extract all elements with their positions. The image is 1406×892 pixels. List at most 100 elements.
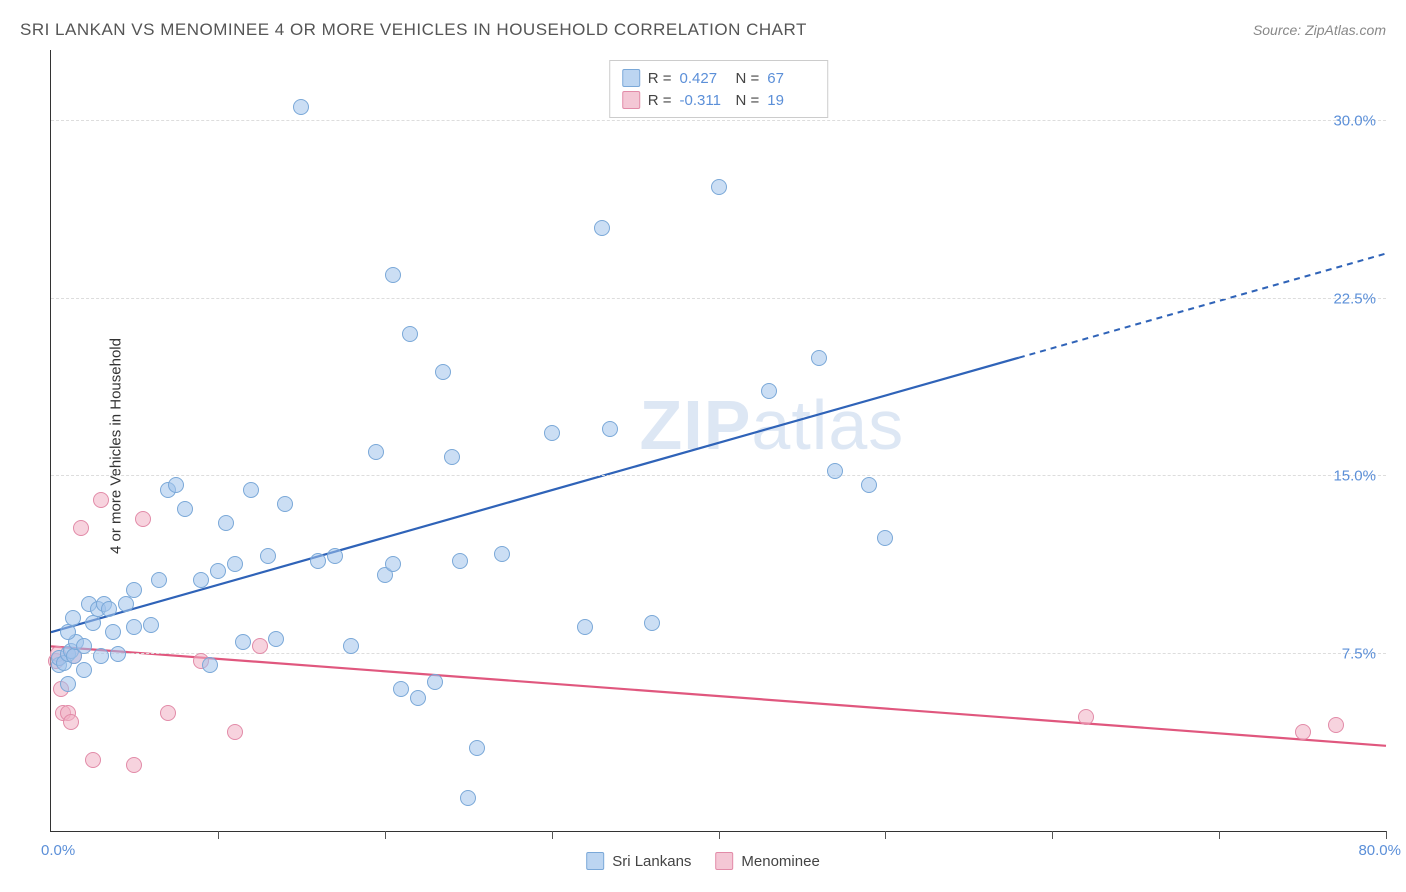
scatter-point-series1	[60, 676, 76, 692]
scatter-point-series1	[93, 648, 109, 664]
trendline	[51, 646, 1386, 745]
scatter-point-series1	[105, 624, 121, 640]
scatter-point-series2	[252, 638, 268, 654]
scatter-point-series1	[126, 619, 142, 635]
x-axis-max-label: 80.0%	[1358, 842, 1401, 859]
scatter-point-series1	[368, 444, 384, 460]
scatter-point-series2	[160, 705, 176, 721]
scatter-point-series1	[65, 610, 81, 626]
bottom-legend: Sri Lankans Menominee	[586, 852, 820, 870]
x-tick	[885, 831, 886, 839]
gridline	[51, 120, 1386, 121]
scatter-point-series2	[1295, 724, 1311, 740]
scatter-point-series1	[877, 530, 893, 546]
scatter-point-series2	[126, 757, 142, 773]
scatter-point-series1	[861, 477, 877, 493]
scatter-point-series2	[93, 492, 109, 508]
y-tick-label: 15.0%	[1333, 468, 1376, 485]
scatter-point-series1	[126, 582, 142, 598]
swatch-blue-icon	[622, 69, 640, 87]
scatter-point-series1	[827, 463, 843, 479]
x-tick	[1219, 831, 1220, 839]
scatter-point-series1	[577, 619, 593, 635]
n-label-2: N =	[736, 92, 760, 109]
scatter-point-series1	[260, 548, 276, 564]
gridline	[51, 298, 1386, 299]
scatter-point-series1	[544, 425, 560, 441]
scatter-point-series2	[63, 714, 79, 730]
source-label: Source: ZipAtlas.com	[1253, 22, 1386, 38]
scatter-point-series1	[385, 556, 401, 572]
y-tick-label: 22.5%	[1333, 290, 1376, 307]
scatter-point-series1	[268, 631, 284, 647]
scatter-point-series1	[76, 638, 92, 654]
r-value-2: -0.311	[680, 92, 728, 109]
scatter-point-series1	[644, 615, 660, 631]
swatch-blue-icon	[586, 852, 604, 870]
source-name: ZipAtlas.com	[1305, 22, 1386, 38]
scatter-point-series1	[151, 572, 167, 588]
scatter-point-series2	[1328, 717, 1344, 733]
scatter-point-series1	[811, 350, 827, 366]
scatter-point-series1	[343, 638, 359, 654]
scatter-point-series1	[277, 496, 293, 512]
scatter-point-series1	[469, 740, 485, 756]
scatter-point-series1	[110, 646, 126, 662]
scatter-point-series1	[427, 674, 443, 690]
scatter-point-series1	[118, 596, 134, 612]
scatter-point-series1	[101, 601, 117, 617]
scatter-point-series1	[327, 548, 343, 564]
scatter-point-series1	[76, 662, 92, 678]
scatter-point-series2	[135, 511, 151, 527]
n-value-1: 67	[767, 70, 815, 87]
scatter-point-series1	[227, 556, 243, 572]
scatter-point-series1	[210, 563, 226, 579]
scatter-point-series1	[143, 617, 159, 633]
scatter-point-series1	[385, 267, 401, 283]
trendline	[51, 358, 1019, 633]
scatter-point-series1	[243, 482, 259, 498]
scatter-point-series1	[85, 615, 101, 631]
legend-label-1: Sri Lankans	[612, 853, 691, 870]
scatter-point-series1	[435, 364, 451, 380]
y-tick-label: 30.0%	[1333, 113, 1376, 130]
swatch-pink-icon	[622, 91, 640, 109]
scatter-point-series1	[293, 99, 309, 115]
x-tick	[218, 831, 219, 839]
scatter-point-series1	[168, 477, 184, 493]
x-tick	[552, 831, 553, 839]
scatter-point-series2	[1078, 709, 1094, 725]
scatter-point-series2	[73, 520, 89, 536]
scatter-point-series1	[218, 515, 234, 531]
legend-item-2: Menominee	[715, 852, 819, 870]
x-tick	[719, 831, 720, 839]
scatter-point-series1	[452, 553, 468, 569]
scatter-point-series1	[393, 681, 409, 697]
x-tick	[1386, 831, 1387, 839]
scatter-point-series2	[85, 752, 101, 768]
chart-title: SRI LANKAN VS MENOMINEE 4 OR MORE VEHICL…	[20, 20, 807, 40]
scatter-point-series1	[202, 657, 218, 673]
legend-stats-row-1: R = 0.427 N = 67	[622, 67, 816, 89]
scatter-point-series1	[310, 553, 326, 569]
r-label-2: R =	[648, 92, 672, 109]
trendlines-svg	[51, 50, 1386, 831]
r-label-1: R =	[648, 70, 672, 87]
source-prefix: Source:	[1253, 22, 1301, 38]
scatter-point-series1	[193, 572, 209, 588]
scatter-point-series1	[235, 634, 251, 650]
r-value-1: 0.427	[680, 70, 728, 87]
scatter-point-series1	[177, 501, 193, 517]
legend-stats-row-2: R = -0.311 N = 19	[622, 89, 816, 111]
scatter-point-series1	[711, 179, 727, 195]
x-tick	[1052, 831, 1053, 839]
scatter-point-series1	[444, 449, 460, 465]
scatter-point-series1	[602, 421, 618, 437]
legend-stats-box: R = 0.427 N = 67 R = -0.311 N = 19	[609, 60, 829, 118]
x-tick	[385, 831, 386, 839]
scatter-point-series1	[460, 790, 476, 806]
y-tick-label: 7.5%	[1342, 645, 1376, 662]
gridline	[51, 475, 1386, 476]
scatter-point-series1	[60, 624, 76, 640]
n-label-1: N =	[736, 70, 760, 87]
